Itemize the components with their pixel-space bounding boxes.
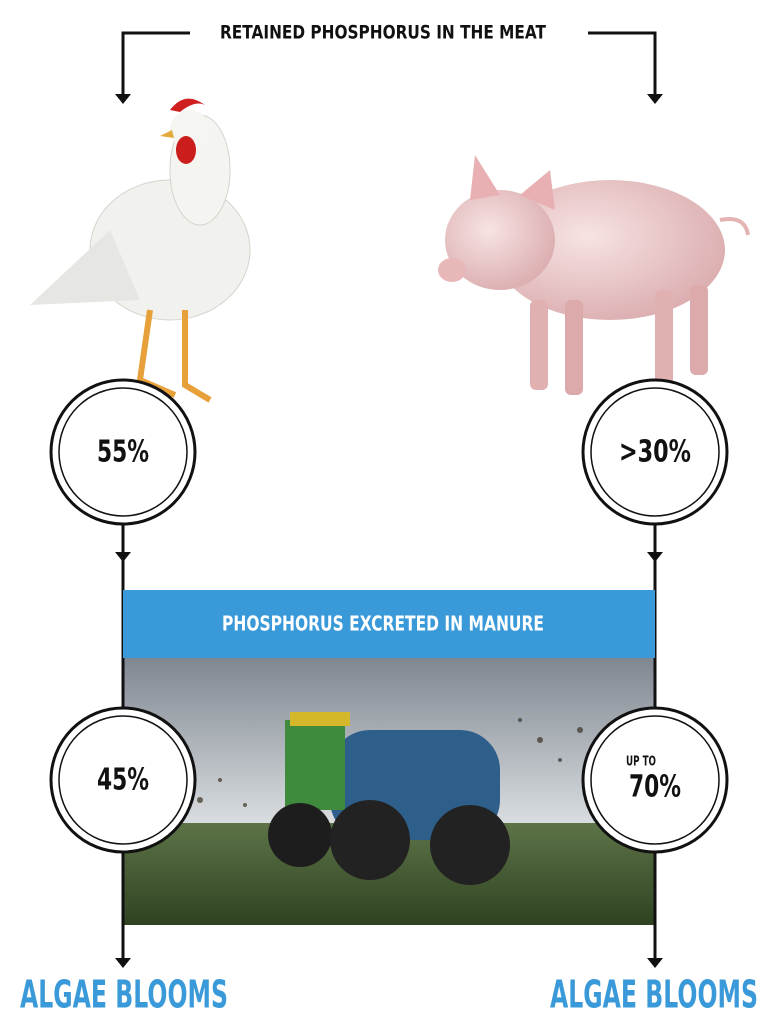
retained-left: 55%	[51, 380, 195, 524]
pig-image	[438, 155, 748, 395]
outcome-left: ALGAE BLOOMS	[20, 973, 228, 1017]
arrowhead	[115, 552, 131, 562]
percentage-prefix: UP TO	[626, 755, 656, 770]
page: RETAINED PHOSPHORUS IN THE MEAT	[0, 0, 761, 1017]
arrowhead	[647, 94, 663, 104]
excreted-right: UP TO 70%	[583, 708, 727, 852]
arrowhead	[115, 958, 131, 968]
banner-title: PHOSPHORUS EXCRETED IN MANURE	[222, 612, 544, 636]
connector	[123, 33, 190, 96]
percentage: 70%	[629, 770, 681, 805]
retained-right: >30%	[583, 380, 727, 524]
percentage: 55%	[97, 435, 149, 470]
header-title: RETAINED PHOSPHORUS IN THE MEAT	[220, 22, 546, 44]
arrowhead	[647, 552, 663, 562]
chicken-image	[30, 99, 250, 400]
arrowhead	[115, 94, 131, 104]
excreted-left: 45%	[51, 708, 195, 852]
outcome-right: ALGAE BLOOMS	[550, 973, 758, 1017]
tractor-photo	[123, 658, 655, 925]
infographic: RETAINED PHOSPHORUS IN THE MEAT	[0, 0, 761, 1017]
arrowhead	[647, 958, 663, 968]
connector	[588, 33, 655, 96]
percentage: 45%	[97, 763, 149, 798]
percentage: >30%	[619, 435, 691, 470]
